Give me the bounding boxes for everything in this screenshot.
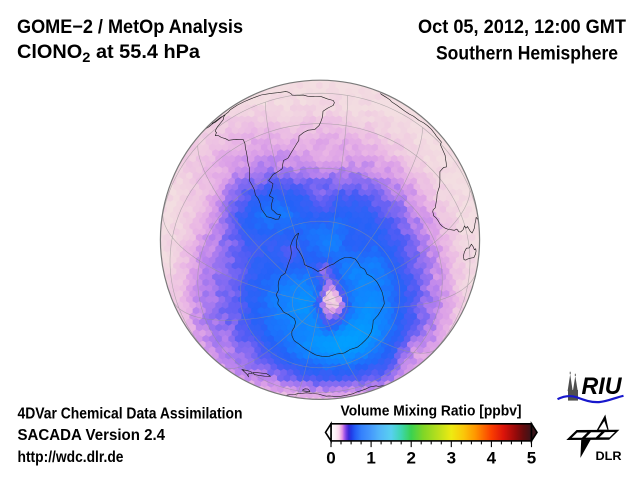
svg-text:Oct 05, 2012, 12:00 GMT: Oct 05, 2012, 12:00 GMT bbox=[418, 17, 626, 38]
svg-text:0: 0 bbox=[326, 449, 335, 468]
svg-text:2: 2 bbox=[406, 449, 415, 468]
svg-text:Volume Mixing Ratio [ppbv]: Volume Mixing Ratio [ppbv] bbox=[341, 404, 522, 420]
svg-text:GOME−2 / MetOp Analysis: GOME−2 / MetOp Analysis bbox=[17, 17, 243, 38]
svg-text:3: 3 bbox=[447, 449, 456, 468]
svg-text:RIU: RIU bbox=[582, 373, 623, 400]
svg-text:4: 4 bbox=[487, 449, 497, 468]
svg-text:DLR: DLR bbox=[596, 449, 622, 463]
svg-text:4DVar Chemical Data Assimilati: 4DVar Chemical Data Assimilation bbox=[18, 405, 243, 422]
svg-text:5: 5 bbox=[527, 449, 536, 468]
svg-text:http://wdc.dlr.de: http://wdc.dlr.de bbox=[18, 449, 124, 466]
svg-text:1: 1 bbox=[366, 449, 375, 468]
svg-text:SACADA Version 2.4: SACADA Version 2.4 bbox=[18, 427, 166, 444]
svg-text:Southern Hemisphere: Southern Hemisphere bbox=[436, 44, 618, 65]
